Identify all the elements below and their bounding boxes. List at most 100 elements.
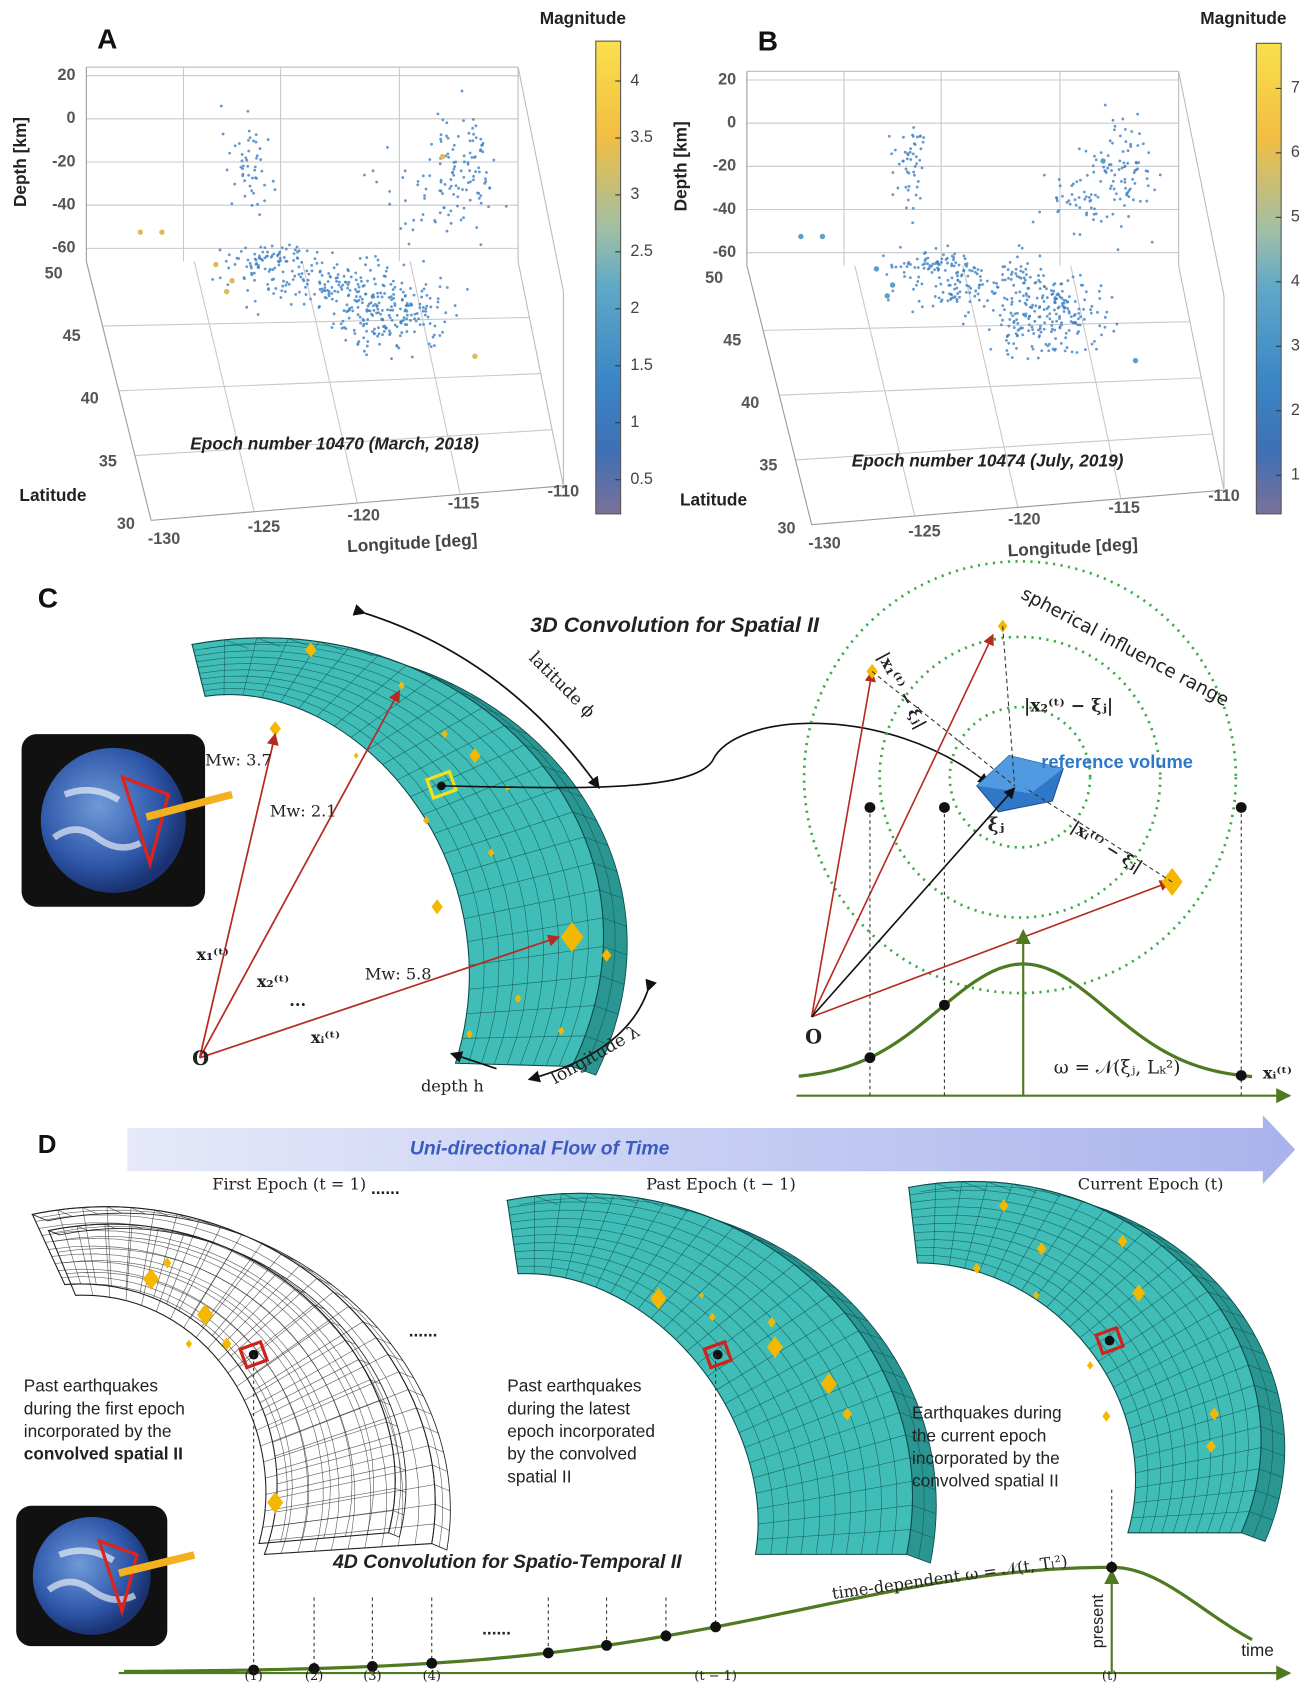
scatter-dot (447, 213, 450, 217)
scatter-dot (246, 288, 250, 292)
distance-line (871, 671, 1015, 787)
scatter-dot (249, 266, 253, 270)
scatter-dot (1048, 312, 1052, 316)
scatter-dot (278, 250, 282, 254)
vector (810, 633, 994, 1018)
scatter-dot (357, 298, 361, 302)
scatter-dot (400, 281, 404, 285)
scatter-dot (445, 121, 449, 125)
scatter-dot (468, 198, 472, 202)
distance-line (1025, 787, 1173, 883)
scatter-dot (313, 292, 316, 296)
scatter-dot (293, 274, 297, 278)
scatter-dot (908, 276, 912, 280)
vector (811, 880, 1172, 1018)
caption-line: incorporated by the (912, 1448, 1060, 1468)
scatter-dot (385, 266, 389, 270)
scatter-dot (475, 226, 479, 229)
scatter-dot (383, 292, 387, 295)
scatter-dot (284, 283, 288, 287)
caption-line: Past earthquakes (507, 1376, 641, 1396)
scatter-dot (309, 297, 312, 301)
scatter-dot (1073, 198, 1077, 202)
scatter-dot (438, 211, 442, 215)
scatter-dot (1085, 173, 1089, 177)
grid-line (707, 1295, 853, 1377)
event-marker (353, 752, 359, 759)
scatter-dot (1053, 328, 1057, 332)
depth-arrow (450, 1051, 497, 1070)
scatter-dot (914, 193, 918, 197)
scatter-dot (1016, 321, 1020, 325)
event-marker (820, 1373, 838, 1395)
link-arrow (441, 722, 990, 789)
grid-line (610, 1202, 688, 1294)
scatter-dot (356, 305, 360, 309)
colorbar-tick-label: 5 (1291, 208, 1300, 226)
scatter-dot (1088, 199, 1092, 203)
grid-line (35, 1214, 420, 1545)
scatter-dot (335, 263, 339, 266)
event-marker (221, 1337, 232, 1351)
scatter-dot (1108, 187, 1112, 190)
scatter-dot (280, 246, 284, 250)
scatter-dot (1007, 276, 1010, 280)
scatter-dot (1093, 154, 1096, 158)
grid-line (253, 1321, 379, 1391)
scatter-dot (372, 308, 376, 312)
axis-line (854, 265, 916, 517)
scatter-dot (961, 322, 965, 326)
scatter-dot (921, 263, 925, 267)
scatter-dot (405, 301, 409, 305)
grid-line (650, 1226, 758, 1319)
scatter-dot (282, 279, 285, 283)
scatter-dot (331, 251, 334, 255)
axis-line (1178, 265, 1225, 491)
lon-tick-label: -130 (808, 534, 840, 552)
scatter-dot (1027, 286, 1031, 290)
scatter-dot (338, 280, 341, 284)
scatter-dot (1099, 219, 1103, 223)
scatter-dot (1058, 314, 1062, 318)
z-axis-label: Depth [km] (10, 117, 30, 207)
scatter-dot (952, 296, 956, 299)
scatter-dot (905, 157, 909, 161)
scatter-dot (371, 304, 375, 308)
scatter-dot (388, 202, 392, 206)
scatter-dot (1136, 144, 1140, 147)
scatter-dot (904, 185, 908, 189)
scatter-dot (1016, 334, 1019, 338)
scatter-dot (965, 284, 969, 287)
grid-line (565, 1193, 612, 1279)
point (1104, 1335, 1115, 1346)
scatter-dot (1077, 147, 1081, 151)
scatter-dot (1065, 200, 1069, 204)
scatter-dot (366, 279, 369, 283)
event-marker (196, 1303, 214, 1326)
scatter-dot (976, 268, 980, 271)
grid-line (757, 1480, 936, 1510)
scatter-dot (318, 269, 322, 273)
scatter-dot (950, 264, 953, 268)
scatter-dot (1006, 268, 1010, 271)
grid-line (259, 1337, 392, 1404)
scatter-dot (266, 250, 269, 254)
scatter-dot (1062, 306, 1066, 310)
scatter-dot (346, 283, 350, 286)
grid-line (125, 1207, 147, 1290)
scatter-dot (1077, 196, 1081, 199)
scatter-dot (1021, 326, 1024, 330)
scatter-dot (968, 268, 972, 272)
lat-tick-label: 45 (63, 327, 81, 345)
scatter-dot (257, 266, 260, 269)
scatter-dot (977, 286, 981, 290)
scatter-dot (392, 296, 396, 300)
grid-line (106, 1206, 123, 1287)
scatter-dot (1147, 151, 1151, 155)
scatter-dot (1058, 326, 1062, 330)
scatter-dot (1050, 293, 1054, 296)
scatter-dot (1105, 215, 1109, 219)
caption-line: convolved spatial II (24, 1444, 183, 1464)
scatter-dot (246, 164, 250, 168)
scatter-dot (441, 118, 445, 122)
